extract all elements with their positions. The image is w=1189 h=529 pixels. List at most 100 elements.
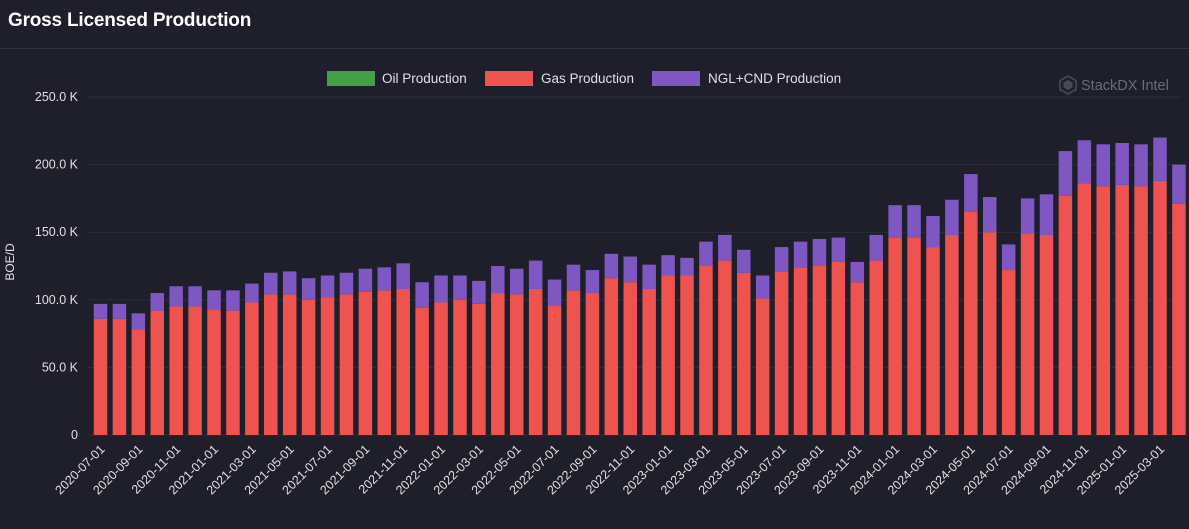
bar-segment-ngl-cnd-production[interactable]	[661, 255, 675, 276]
bar-segment-gas-production[interactable]	[528, 288, 543, 435]
bar-segment-ngl-cnd-production[interactable]	[755, 275, 770, 299]
bar-segment-ngl-cnd-production[interactable]	[1153, 137, 1167, 181]
bar-segment-gas-production[interactable]	[207, 309, 221, 435]
legend-item-ngl-cnd-production[interactable]: NGL+CND Production	[652, 71, 841, 86]
bar-segment-gas-production[interactable]	[93, 318, 108, 435]
bar-segment-gas-production[interactable]	[850, 282, 865, 435]
bar-segment-gas-production[interactable]	[1096, 186, 1111, 435]
bar-segment-gas-production[interactable]	[1077, 183, 1092, 435]
bar-segment-gas-production[interactable]	[1020, 233, 1035, 435]
legend-item-oil-production[interactable]: Oil Production	[327, 71, 467, 86]
bar-segment-gas-production[interactable]	[585, 293, 600, 435]
bar-segment-ngl-cnd-production[interactable]	[358, 268, 373, 292]
bar-segment-ngl-cnd-production[interactable]	[396, 263, 410, 289]
bar-segment-ngl-cnd-production[interactable]	[131, 313, 146, 330]
bar-segment-gas-production[interactable]	[339, 294, 354, 435]
bar-segment-gas-production[interactable]	[415, 307, 429, 435]
bar-segment-ngl-cnd-production[interactable]	[1020, 198, 1035, 234]
bar-segment-gas-production[interactable]	[282, 294, 297, 435]
bar-segment-ngl-cnd-production[interactable]	[453, 275, 467, 300]
bar-segment-gas-production[interactable]	[1153, 180, 1167, 435]
bar-segment-gas-production[interactable]	[888, 237, 902, 435]
bar-segment-gas-production[interactable]	[320, 297, 335, 435]
bar-segment-gas-production[interactable]	[131, 329, 146, 435]
bar-segment-ngl-cnd-production[interactable]	[150, 293, 165, 311]
bar-segment-ngl-cnd-production[interactable]	[491, 266, 505, 294]
bar-segment-ngl-cnd-production[interactable]	[1039, 194, 1054, 235]
bar-segment-gas-production[interactable]	[491, 293, 505, 435]
bar-segment-gas-production[interactable]	[793, 267, 808, 435]
bar-segment-ngl-cnd-production[interactable]	[699, 241, 713, 266]
bar-segment-gas-production[interactable]	[245, 302, 259, 436]
bar-segment-gas-production[interactable]	[1115, 184, 1129, 435]
bar-segment-ngl-cnd-production[interactable]	[869, 234, 883, 261]
bar-segment-gas-production[interactable]	[737, 272, 751, 435]
bar-segment-gas-production[interactable]	[1039, 234, 1054, 435]
bar-segment-ngl-cnd-production[interactable]	[566, 264, 581, 291]
bar-segment-gas-production[interactable]	[566, 290, 581, 435]
bar-segment-ngl-cnd-production[interactable]	[528, 260, 543, 289]
bar-segment-ngl-cnd-production[interactable]	[547, 279, 562, 306]
bar-segment-gas-production[interactable]	[755, 298, 770, 435]
bar-segment-ngl-cnd-production[interactable]	[945, 199, 959, 235]
bar-segment-ngl-cnd-production[interactable]	[1096, 144, 1111, 187]
bar-segment-ngl-cnd-production[interactable]	[169, 286, 183, 307]
bar-segment-ngl-cnd-production[interactable]	[850, 261, 865, 283]
bar-segment-gas-production[interactable]	[1172, 203, 1186, 435]
bar-segment-gas-production[interactable]	[434, 302, 448, 436]
bar-segment-ngl-cnd-production[interactable]	[320, 275, 335, 298]
bar-segment-ngl-cnd-production[interactable]	[112, 303, 127, 319]
bar-segment-ngl-cnd-production[interactable]	[718, 234, 732, 261]
bar-segment-gas-production[interactable]	[642, 288, 656, 435]
bar-segment-gas-production[interactable]	[869, 260, 883, 435]
bar-segment-gas-production[interactable]	[301, 299, 316, 435]
bar-segment-gas-production[interactable]	[472, 303, 486, 435]
bar-segment-ngl-cnd-production[interactable]	[264, 272, 278, 295]
bar-segment-gas-production[interactable]	[812, 266, 827, 435]
bar-segment-gas-production[interactable]	[718, 260, 732, 435]
bar-segment-ngl-cnd-production[interactable]	[926, 215, 940, 248]
bar-segment-ngl-cnd-production[interactable]	[623, 256, 638, 283]
bar-segment-gas-production[interactable]	[831, 261, 846, 435]
bar-segment-gas-production[interactable]	[547, 305, 562, 435]
bar-segment-ngl-cnd-production[interactable]	[907, 205, 921, 238]
bar-segment-ngl-cnd-production[interactable]	[282, 271, 297, 295]
bar-segment-ngl-cnd-production[interactable]	[1001, 244, 1016, 271]
bar-segment-ngl-cnd-production[interactable]	[604, 253, 619, 279]
bar-segment-ngl-cnd-production[interactable]	[472, 280, 486, 304]
bar-segment-gas-production[interactable]	[945, 234, 959, 435]
bar-segment-gas-production[interactable]	[377, 290, 392, 435]
bar-segment-gas-production[interactable]	[226, 310, 240, 435]
bar-segment-gas-production[interactable]	[680, 275, 694, 435]
bar-segment-gas-production[interactable]	[982, 232, 997, 435]
bar-segment-ngl-cnd-production[interactable]	[585, 270, 600, 294]
bar-segment-ngl-cnd-production[interactable]	[1134, 144, 1148, 187]
bar-segment-gas-production[interactable]	[907, 237, 921, 435]
bar-segment-ngl-cnd-production[interactable]	[680, 257, 694, 276]
bar-segment-gas-production[interactable]	[169, 306, 183, 435]
bar-segment-gas-production[interactable]	[774, 271, 789, 435]
bar-segment-gas-production[interactable]	[1001, 270, 1016, 435]
bar-segment-ngl-cnd-production[interactable]	[642, 264, 656, 289]
bar-segment-gas-production[interactable]	[396, 288, 410, 435]
bar-segment-gas-production[interactable]	[623, 282, 638, 435]
bar-segment-ngl-cnd-production[interactable]	[434, 275, 448, 303]
bar-segment-ngl-cnd-production[interactable]	[188, 286, 202, 307]
bar-segment-ngl-cnd-production[interactable]	[793, 241, 808, 268]
bar-segment-ngl-cnd-production[interactable]	[509, 268, 524, 295]
bar-segment-gas-production[interactable]	[1134, 186, 1148, 435]
bar-segment-ngl-cnd-production[interactable]	[301, 278, 316, 300]
bar-segment-ngl-cnd-production[interactable]	[1058, 151, 1073, 196]
bar-segment-ngl-cnd-production[interactable]	[812, 238, 827, 266]
bar-segment-gas-production[interactable]	[264, 294, 278, 435]
bar-segment-ngl-cnd-production[interactable]	[415, 282, 429, 308]
bar-segment-ngl-cnd-production[interactable]	[737, 249, 751, 273]
bar-segment-ngl-cnd-production[interactable]	[339, 272, 354, 295]
bar-segment-gas-production[interactable]	[358, 291, 373, 435]
bar-segment-ngl-cnd-production[interactable]	[1077, 140, 1092, 184]
bar-segment-ngl-cnd-production[interactable]	[245, 283, 259, 303]
bar-segment-ngl-cnd-production[interactable]	[1115, 142, 1129, 185]
bar-segment-gas-production[interactable]	[509, 294, 524, 435]
bar-segment-ngl-cnd-production[interactable]	[888, 205, 902, 238]
bar-segment-ngl-cnd-production[interactable]	[207, 290, 221, 310]
